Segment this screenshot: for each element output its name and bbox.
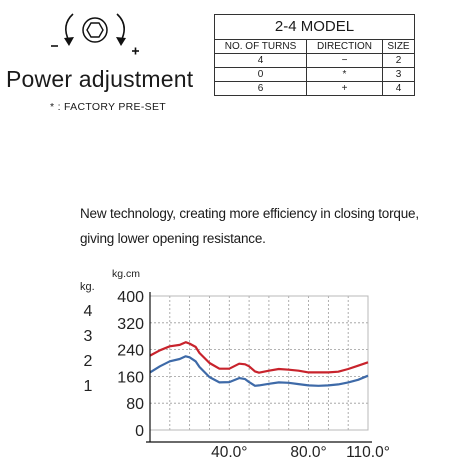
header-direction: DIRECTION (306, 39, 383, 54)
torque-chart: kg.cm kg. 0 80 160 240 320 400 4 3 2 1 40.0° 80.0° 110… (80, 268, 390, 461)
table-row: 6 + 4 (214, 81, 415, 96)
y-axis-unit-label: kg.cm (112, 268, 140, 280)
header-size: SIZE (382, 39, 415, 54)
x-tick-label: 110.0° (346, 444, 390, 461)
table-header-row: NO. OF TURNS DIRECTION SIZE (214, 39, 415, 54)
cell-direction: * (306, 67, 383, 82)
description-line-1: New technology, creating more efficiency… (80, 206, 419, 221)
y-tick-label: 160 (117, 369, 144, 386)
y-tick-label: 400 (117, 289, 144, 306)
x-tick-label: 80.0° (290, 444, 326, 461)
table-row: 4 − 2 (214, 53, 415, 68)
y-tick-label: 240 (117, 343, 144, 360)
chart-series (149, 341, 369, 387)
series-line-1 (149, 341, 369, 374)
hex-bolt-rotate-icon (51, 13, 139, 55)
kg-tick-label: 2 (84, 353, 93, 370)
model-settings-table: 2-4 MODEL NO. OF TURNS DIRECTION SIZE 4 … (214, 14, 415, 96)
plot-frame (149, 295, 369, 431)
chart-axes (146, 292, 372, 443)
cell-direction: + (306, 81, 383, 96)
y-tick-label: 80 (126, 396, 144, 413)
kg-tick-label: 4 (84, 303, 93, 320)
description-line-2: giving lower opening resistance. (80, 231, 266, 246)
chart-grid (150, 296, 368, 430)
table-caption-row: 2-4 MODEL (214, 14, 415, 40)
kg-unit-label: kg. (80, 281, 95, 293)
x-tick-label: 40.0° (211, 444, 247, 461)
header-turns: NO. OF TURNS (214, 39, 307, 54)
table-caption: 2-4 MODEL (214, 14, 415, 40)
cell-turns: 4 (214, 53, 307, 68)
kg-tick-label: 1 (84, 378, 93, 395)
cell-turns: 0 (214, 67, 307, 82)
factory-preset-note: * : FACTORY PRE-SET (50, 101, 166, 113)
table-row: 0 * 3 (214, 67, 415, 82)
cell-size: 3 (382, 67, 415, 82)
kg-tick-label: 3 (84, 328, 93, 345)
y-tick-label: 0 (135, 423, 144, 440)
cell-size: 4 (382, 81, 415, 96)
power-adjustment-title: Power adjustment (6, 66, 194, 92)
series-line-2 (149, 355, 369, 387)
chart-labels: kg.cm kg. 0 80 160 240 320 400 4 3 2 1 40.0° 80.0° 110… (80, 268, 390, 461)
y-tick-label: 320 (117, 316, 144, 333)
cell-size: 2 (382, 53, 415, 68)
cell-turns: 6 (214, 81, 307, 96)
cell-direction: − (306, 53, 383, 68)
